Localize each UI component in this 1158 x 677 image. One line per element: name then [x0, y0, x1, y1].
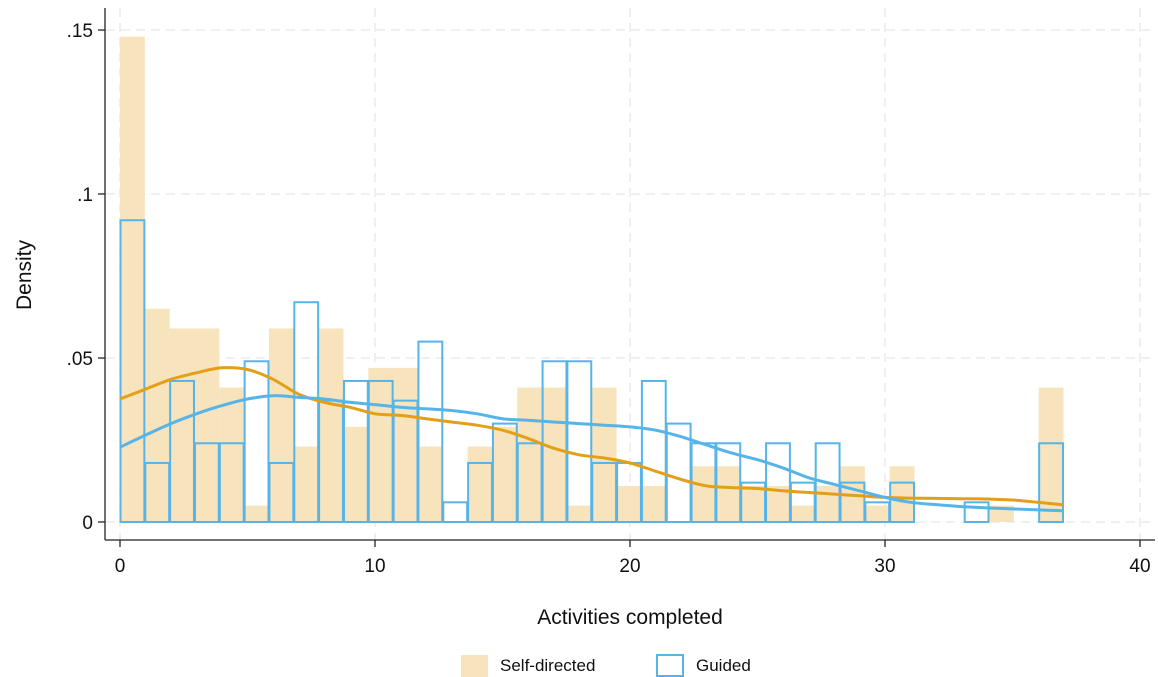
guided-bars	[119, 219, 1064, 524]
guided-bar	[591, 461, 618, 523]
x-tick-label: 20	[619, 556, 640, 577]
guided-bar	[715, 442, 742, 523]
legend-label-self-directed: Self-directed	[500, 656, 595, 675]
self-directed-bar	[889, 466, 915, 522]
self-directed-bar	[815, 485, 841, 522]
self-directed-bar	[517, 387, 543, 522]
self-directed-bar	[194, 328, 220, 522]
guided-bar	[417, 340, 444, 523]
guided-bar	[243, 360, 270, 523]
self-directed-bar	[219, 387, 245, 522]
legend: Self-directed Guided	[461, 654, 751, 677]
self-directed-bar	[144, 308, 170, 522]
self-directed-bar	[591, 387, 617, 522]
self-directed-bar	[691, 466, 716, 522]
x-tick-label: 30	[874, 556, 895, 577]
x-tick-label: 10	[364, 556, 385, 577]
guided-bar	[442, 501, 469, 524]
self-directed-bar	[492, 426, 518, 522]
self-directed-bar	[120, 36, 145, 523]
legend-swatch-guided	[656, 654, 684, 677]
x-axis-title: Activities completed	[537, 606, 723, 629]
self-directed-bar	[641, 485, 667, 522]
self-directed-bar	[318, 328, 344, 522]
x-tick-label: 0	[115, 556, 126, 577]
self-directed-bar	[864, 505, 890, 522]
guided-bar	[491, 422, 518, 524]
grid-layer	[106, 8, 1155, 540]
axes	[98, 8, 1155, 547]
self-directed-density-curve	[119, 366, 1064, 507]
guided-bar	[640, 379, 667, 523]
x-tick-label: 40	[1129, 556, 1150, 577]
guided-bar	[1038, 442, 1064, 523]
y-tick-label: .1	[77, 185, 93, 206]
self-directed-bar	[368, 367, 394, 522]
guided-bar	[963, 501, 990, 524]
guided-density-curve	[119, 394, 1064, 513]
guided-bar	[169, 379, 195, 523]
self-directed-bar	[715, 466, 741, 522]
guided-bar	[665, 422, 692, 524]
guided-bar	[119, 219, 146, 524]
self-directed-bar	[790, 505, 816, 522]
self-directed-bar	[566, 505, 592, 522]
self-directed-bar	[268, 328, 294, 522]
self-directed-bar	[542, 387, 567, 522]
guided-bar	[839, 481, 866, 524]
guided-bar	[814, 442, 841, 523]
guided-bar	[740, 481, 767, 524]
legend-label-guided: Guided	[696, 656, 751, 675]
tick-labels: 0 .05 .1 .15 0 10 20 30 40	[67, 21, 1151, 577]
y-tick-label: 0	[82, 513, 93, 534]
guided-bar	[516, 442, 543, 523]
y-axis-title: Density	[13, 239, 36, 310]
y-tick-label: .05	[67, 349, 93, 370]
self-directed-bar	[616, 485, 642, 522]
density-curves	[119, 366, 1064, 513]
self-directed-bar	[740, 485, 766, 522]
self-directed-bar	[393, 367, 418, 522]
self-directed-bar	[169, 328, 195, 522]
self-directed-bar	[417, 446, 443, 522]
self-directed-bar	[343, 426, 369, 522]
legend-swatch-self-directed	[461, 655, 488, 677]
self-directed-bar	[293, 446, 319, 522]
y-tick-label: .15	[67, 21, 93, 42]
self-directed-bar	[244, 505, 269, 522]
self-directed-bar	[1038, 387, 1064, 522]
guided-bar	[566, 360, 593, 523]
self-directed-bar	[467, 446, 493, 522]
guided-bar	[789, 481, 816, 524]
